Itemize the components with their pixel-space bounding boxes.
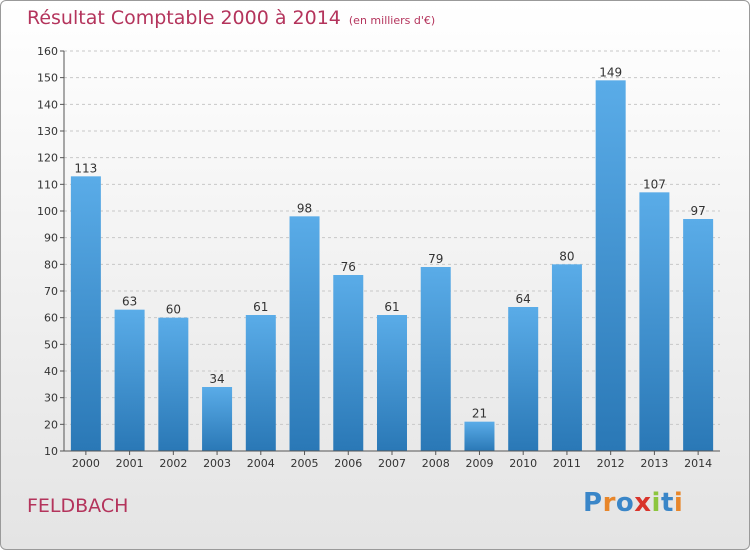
bar-2011 — [551, 264, 582, 451]
y-tick-label: 90 — [44, 232, 58, 245]
data-label-2000: 113 — [74, 161, 97, 175]
y-tick-label: 120 — [37, 152, 58, 165]
x-axis: 2000 2001 2002 2003 2004 2005 2006 2007 2008 2009… — [64, 450, 720, 470]
y-tick-label: 160 — [37, 45, 58, 58]
x-tick-label-2003: 2003 — [203, 457, 231, 470]
y-tick-label: 40 — [44, 365, 58, 378]
logo-letter: r — [602, 488, 616, 518]
x-tick-label-2014: 2014 — [684, 457, 712, 470]
y-tick-label: 110 — [37, 178, 58, 191]
bar-2007 — [377, 315, 407, 451]
data-label-2004: 61 — [253, 300, 268, 314]
data-label-2002: 60 — [166, 303, 181, 317]
x-tick-label-2001: 2001 — [116, 457, 144, 470]
bar-2014 — [683, 219, 714, 451]
y-axis: 10 20 30 40 50 60 70 80 90 100 110 120 130 140 150 160 — [37, 45, 65, 458]
y-tick-label: 10 — [44, 445, 58, 458]
y-tick-label: 140 — [37, 98, 58, 111]
data-label-2003: 34 — [209, 372, 224, 386]
y-tick-label: 130 — [37, 125, 58, 138]
x-tick-label-2002: 2002 — [159, 457, 187, 470]
data-label-2008: 79 — [428, 252, 443, 266]
bar-2012 — [595, 80, 626, 451]
data-label-2013: 107 — [643, 177, 666, 191]
chart-title: Résultat Comptable 2000 à 2014 (en millie… — [27, 7, 435, 29]
data-label-2009: 21 — [472, 407, 487, 421]
x-tick-label-2004: 2004 — [247, 457, 275, 470]
logo-letter: t — [660, 488, 674, 518]
data-label-2014: 97 — [690, 204, 705, 218]
data-label-2001: 63 — [122, 295, 137, 309]
bar-2003 — [202, 387, 233, 451]
y-tick-label: 70 — [44, 285, 58, 298]
bar-2013 — [639, 192, 670, 452]
y-tick-label: 60 — [44, 312, 58, 325]
logo-letter: i — [651, 488, 661, 518]
data-label-2012: 149 — [599, 65, 622, 79]
bar-2009 — [464, 421, 495, 451]
y-tick-label: 100 — [37, 205, 58, 218]
data-label-2006: 76 — [341, 260, 356, 274]
data-label-2010: 64 — [516, 292, 531, 306]
data-label-2005: 98 — [297, 201, 312, 215]
bar-2006 — [333, 275, 364, 451]
bar-2008 — [420, 267, 451, 451]
logo-letter: o — [615, 488, 635, 518]
logo-letter: P — [583, 488, 603, 518]
x-tick-label-2007: 2007 — [378, 457, 406, 470]
y-tick-label: 30 — [44, 392, 58, 405]
bar-2005 — [289, 216, 320, 451]
bar-2001 — [114, 309, 145, 451]
x-tick-label-2005: 2005 — [291, 457, 319, 470]
data-label-2011: 80 — [559, 249, 574, 263]
x-tick-label-2011: 2011 — [553, 457, 581, 470]
x-tick-label-2008: 2008 — [422, 457, 450, 470]
proxiti-logo: Proxiti — [583, 488, 683, 518]
y-tick-label: 150 — [37, 72, 58, 85]
y-tick-label: 80 — [44, 258, 58, 271]
bar-2004 — [245, 315, 276, 451]
bar-2010 — [508, 307, 539, 451]
bars: 113 63 60 34 61 98 76 61 79 21 64 80 149 107 97 — [70, 65, 714, 452]
bar-2002 — [158, 317, 189, 451]
y-tick-label: 20 — [44, 418, 58, 431]
chart-title-text: Résultat Comptable 2000 à 2014 — [27, 7, 341, 29]
data-label-2007: 61 — [384, 300, 399, 314]
x-tick-label-2000: 2000 — [72, 457, 100, 470]
logo-letter: i — [673, 488, 684, 518]
logo-letter: x — [634, 488, 652, 518]
chart-subtitle: (en milliers d'€) — [348, 14, 436, 27]
y-tick-label: 50 — [44, 338, 58, 351]
x-tick-label-2009: 2009 — [465, 457, 493, 470]
x-tick-label-2006: 2006 — [334, 457, 362, 470]
x-tick-label-2012: 2012 — [597, 457, 625, 470]
x-tick-label-2010: 2010 — [509, 457, 537, 470]
x-tick-label-2013: 2013 — [640, 457, 668, 470]
bar-2000 — [70, 176, 101, 452]
commune-name: FELDBACH — [27, 495, 129, 517]
